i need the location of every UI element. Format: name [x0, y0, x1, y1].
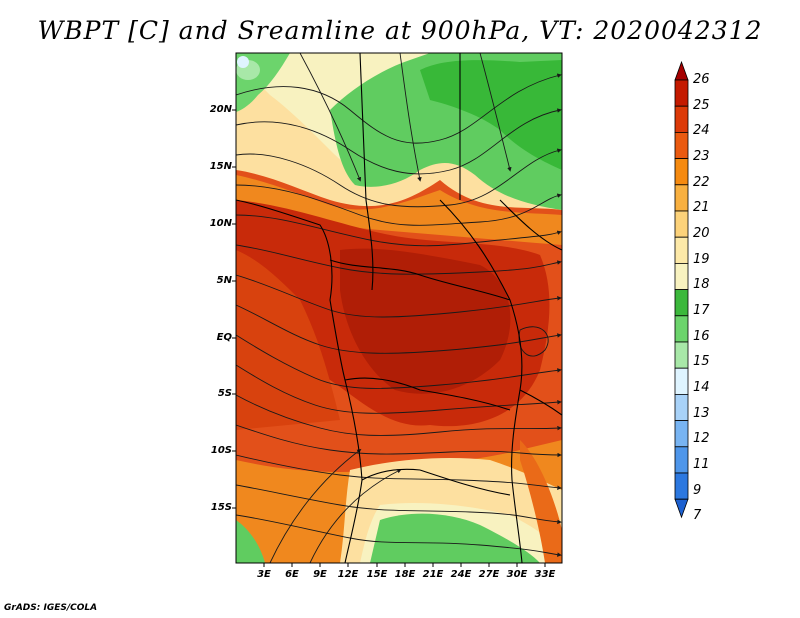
- colorbar-swatch: [674, 420, 689, 448]
- lat-label: 10N: [209, 218, 232, 229]
- map-title: WBPT [C] and Sreamline at 900hPa, VT: 20…: [37, 16, 763, 45]
- lon-label: 6E: [285, 569, 299, 580]
- map-frame: [235, 52, 563, 564]
- colorbar-swatch: [674, 315, 689, 343]
- lat-label: 15N: [209, 161, 232, 172]
- colorbar-bottom-arrow: [674, 498, 689, 519]
- lon-label: 24E: [450, 569, 472, 580]
- colorbar-swatch: [674, 472, 689, 500]
- lon-label: 27E: [478, 569, 500, 580]
- colorbar-swatch: [674, 79, 689, 107]
- colorbar-label: 24: [693, 123, 710, 139]
- colorbar-swatch: [674, 105, 689, 133]
- footer-credit: GrADS: IGES/COLA: [4, 603, 98, 613]
- lon-label: 15E: [366, 569, 388, 580]
- colorbar-swatch: [674, 210, 689, 238]
- colorbar-label: 15: [693, 354, 710, 370]
- wbpt-shading: [236, 53, 562, 563]
- colorbar-label: 13: [693, 405, 710, 421]
- colorbar-top-arrow: [674, 60, 689, 81]
- lon-label: 3E: [257, 569, 271, 580]
- colorbar-label: 14: [693, 380, 710, 396]
- streamlines: [236, 53, 562, 563]
- lon-label: 21E: [422, 569, 444, 580]
- colorbar-swatch: [674, 289, 689, 317]
- colorbar-swatch: [674, 262, 689, 290]
- colorbar-swatch: [674, 131, 689, 159]
- colorbar-swatch: [674, 393, 689, 421]
- colorbar-label: 26: [693, 72, 710, 87]
- colorbar-swatch: [674, 446, 689, 474]
- lon-label: 33E: [534, 569, 556, 580]
- lon-label: 9E: [313, 569, 327, 580]
- colorbar-label: 19: [693, 251, 710, 267]
- colorbar-label: 20: [693, 226, 710, 242]
- lat-label: EQ: [216, 332, 232, 343]
- colorbar-swatch: [674, 158, 689, 186]
- colorbar-label: 22: [693, 174, 710, 190]
- colorbar-label: 12: [693, 431, 710, 447]
- colorbar-swatch: [674, 236, 689, 264]
- lat-label: 20N: [209, 104, 232, 115]
- lon-label: 18E: [394, 569, 416, 580]
- lon-label: 30E: [506, 569, 528, 580]
- lat-label: 5S: [217, 388, 232, 399]
- lat-label: 15S: [210, 502, 232, 513]
- colorbar-label: 18: [693, 277, 710, 293]
- colorbar-label: 23: [693, 149, 710, 165]
- colorbar-swatch: [674, 367, 689, 395]
- colorbar: [674, 60, 689, 519]
- colorbar-label: 16: [693, 328, 710, 344]
- coastlines-borders: [236, 53, 562, 563]
- lat-label: 10S: [210, 445, 232, 456]
- colorbar-label: 21: [693, 200, 710, 216]
- colorbar-label: 17: [693, 303, 710, 319]
- colorbar-swatch: [674, 341, 689, 369]
- colorbar-label: 7: [693, 508, 702, 524]
- lon-label: 12E: [337, 569, 359, 580]
- colorbar-label: 9: [693, 482, 702, 498]
- colorbar-label: 25: [693, 97, 710, 113]
- axis-ticks: [232, 109, 546, 567]
- lat-label: 5N: [216, 275, 232, 286]
- colorbar-label: 11: [693, 457, 710, 473]
- colorbar-swatch: [674, 184, 689, 212]
